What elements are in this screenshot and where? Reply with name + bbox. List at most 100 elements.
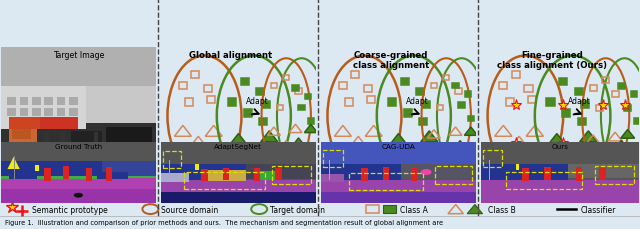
Bar	[70, 131, 102, 146]
Bar	[23, 157, 28, 177]
Bar	[321, 164, 401, 181]
Bar	[367, 96, 374, 104]
Text: Fine-grained
class alignment (Ours): Fine-grained class alignment (Ours)	[497, 51, 607, 70]
Bar	[416, 88, 424, 95]
Text: Source domain: Source domain	[161, 205, 218, 214]
Bar	[547, 99, 555, 106]
Bar	[169, 161, 170, 180]
Bar	[204, 85, 212, 93]
Text: Target domain: Target domain	[270, 205, 325, 214]
Bar	[431, 83, 437, 89]
Bar	[32, 109, 40, 116]
Bar	[241, 79, 248, 86]
Bar	[86, 86, 156, 123]
Text: Classifier: Classifier	[581, 205, 616, 214]
Bar	[254, 172, 277, 180]
Bar	[69, 157, 74, 177]
Bar	[512, 72, 520, 79]
Bar	[422, 102, 430, 109]
Bar	[321, 142, 476, 165]
Bar	[452, 83, 459, 89]
Bar	[308, 119, 314, 125]
Bar	[202, 169, 207, 181]
Bar	[97, 172, 128, 180]
Polygon shape	[305, 125, 317, 133]
Bar	[256, 88, 264, 95]
Bar	[13, 157, 19, 177]
Bar	[51, 157, 55, 177]
Bar	[86, 168, 92, 181]
Bar	[366, 205, 379, 213]
Bar	[8, 109, 16, 116]
Bar	[383, 205, 396, 213]
Bar	[94, 133, 99, 146]
Bar	[184, 172, 264, 189]
Bar	[12, 130, 31, 139]
Bar	[283, 75, 289, 81]
Polygon shape	[420, 131, 438, 142]
Polygon shape	[243, 161, 259, 172]
Bar	[275, 168, 282, 180]
Polygon shape	[8, 157, 20, 169]
Bar	[207, 96, 214, 104]
Bar	[60, 157, 65, 177]
Text: Class A: Class A	[400, 205, 428, 214]
Text: CAG-UDA: CAG-UDA	[381, 144, 415, 150]
Bar	[522, 168, 529, 181]
Bar	[351, 72, 359, 79]
Bar	[481, 142, 639, 165]
Bar	[42, 157, 46, 177]
Bar	[9, 117, 78, 130]
Bar	[388, 99, 396, 106]
Bar	[516, 164, 520, 171]
Text: Figure 1.  Illustration and comparison of prior methods and ours.  The mechanism: Figure 1. Illustration and comparison of…	[5, 219, 444, 225]
Ellipse shape	[420, 169, 431, 175]
Polygon shape	[403, 161, 419, 172]
Bar	[349, 173, 423, 190]
Bar	[578, 118, 586, 125]
Bar	[596, 105, 603, 111]
Bar	[262, 102, 270, 109]
Polygon shape	[621, 130, 635, 139]
Polygon shape	[627, 152, 640, 160]
Bar	[8, 98, 16, 105]
Polygon shape	[245, 148, 262, 158]
Bar	[321, 180, 476, 203]
Bar	[1, 142, 156, 169]
Bar	[602, 78, 609, 84]
Bar	[401, 164, 476, 178]
Bar	[544, 167, 550, 180]
Bar	[321, 174, 344, 183]
Bar	[506, 172, 582, 189]
Bar	[63, 166, 69, 180]
Bar	[595, 166, 634, 185]
Bar	[57, 109, 65, 116]
Bar	[600, 167, 605, 180]
Bar	[246, 164, 316, 180]
Bar	[20, 98, 28, 105]
Bar	[481, 180, 639, 203]
Bar	[1, 177, 156, 203]
Bar	[362, 168, 367, 181]
Bar	[1, 189, 156, 203]
Bar	[329, 161, 330, 180]
Bar	[79, 157, 83, 177]
Bar	[364, 85, 372, 93]
Bar	[277, 105, 284, 111]
Bar	[443, 75, 449, 81]
Bar	[14, 157, 15, 180]
Bar	[576, 167, 582, 181]
Bar	[524, 85, 532, 93]
Polygon shape	[561, 161, 578, 172]
Bar	[568, 164, 639, 178]
Bar	[468, 116, 474, 122]
Bar	[624, 105, 631, 111]
Bar	[69, 109, 77, 116]
Bar	[481, 164, 568, 181]
Bar	[179, 83, 187, 90]
Bar	[506, 99, 514, 106]
Polygon shape	[564, 148, 581, 158]
Bar	[185, 99, 193, 106]
Bar	[618, 83, 625, 89]
Polygon shape	[467, 205, 483, 214]
